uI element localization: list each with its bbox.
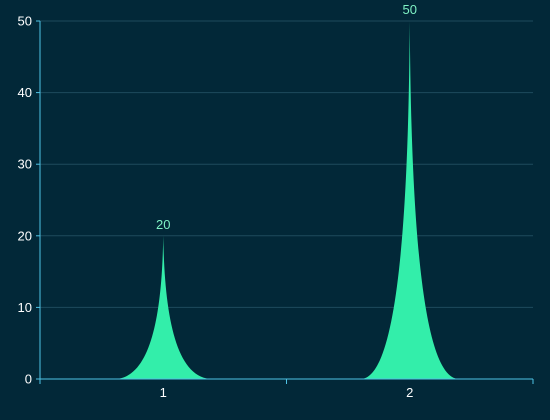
chart-marks — [113, 21, 460, 379]
peak-bar-2[interactable] — [360, 21, 460, 379]
y-tick-label: 0 — [25, 372, 32, 387]
data-label: 50 — [403, 2, 417, 17]
y-tick-label: 40 — [18, 85, 32, 100]
gridlines — [40, 20, 533, 308]
data-label: 20 — [156, 217, 170, 232]
x-tick-label: 1 — [160, 385, 167, 400]
y-tick-label: 20 — [18, 228, 32, 243]
y-tick-label: 50 — [18, 14, 32, 29]
x-tick-label: 2 — [406, 385, 413, 400]
peak-bar-1[interactable] — [113, 235, 213, 379]
y-tick-label: 10 — [18, 300, 32, 315]
y-tick-label: 30 — [18, 157, 32, 172]
axes — [36, 20, 534, 384]
labels: 0 10 20 30 40 50 20 50 1 2 — [18, 2, 417, 400]
